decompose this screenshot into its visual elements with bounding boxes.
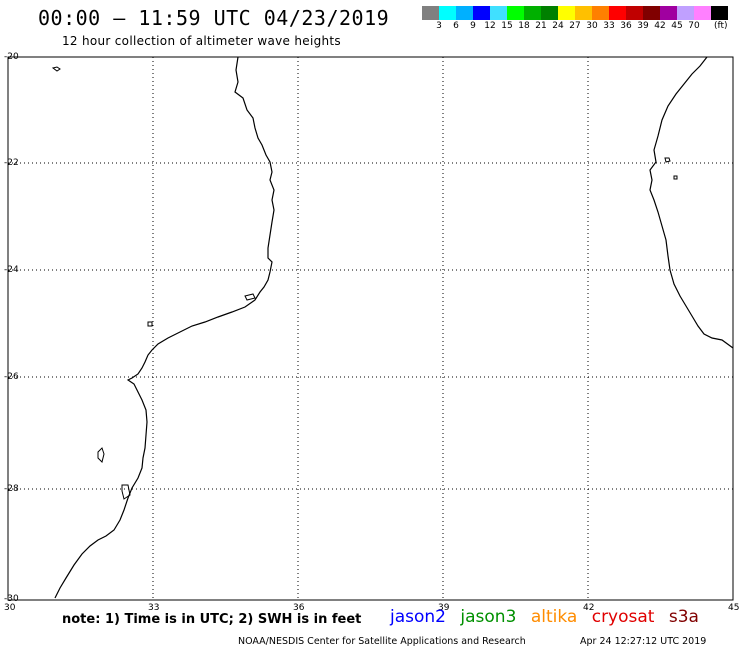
legend-swatch xyxy=(558,6,575,20)
lon-label: 39 xyxy=(438,603,450,613)
legend-tick-label: 42 xyxy=(654,21,666,31)
lon-label: 36 xyxy=(293,603,305,613)
footer-credit: NOAA/NESDIS Center for Satellite Applica… xyxy=(238,636,526,647)
satellite-label-altika: altika xyxy=(530,607,578,627)
legend-swatch xyxy=(439,6,456,20)
legend-swatch xyxy=(694,6,711,20)
legend-swatch xyxy=(660,6,677,20)
legend-tick-label: 15 xyxy=(501,21,513,31)
map-frame xyxy=(7,56,734,601)
legend-tick-label: 18 xyxy=(518,21,530,31)
legend-swatch xyxy=(524,6,541,20)
lat-label: -24 xyxy=(4,265,19,275)
legend-tick-label: 36 xyxy=(620,21,632,31)
legend-tick-label: 39 xyxy=(637,21,649,31)
legend-swatch xyxy=(456,6,473,20)
legend-tick-label: 33 xyxy=(603,21,615,31)
legend-swatch xyxy=(490,6,507,20)
legend-swatch xyxy=(711,6,728,20)
legend-tick-label: 45 xyxy=(671,21,683,31)
africa-coastline xyxy=(54,56,275,599)
legend-swatch xyxy=(677,6,694,20)
map-title: 00:00 – 11:59 UTC 04/23/2019 xyxy=(38,6,390,30)
lat-label: -22 xyxy=(4,158,19,168)
satellite-label-s3a: s3a xyxy=(668,607,699,627)
satellite-legend: jason2 jason3 altika cryosat s3a xyxy=(390,607,708,627)
lat-label: -28 xyxy=(4,484,19,494)
legend-swatch xyxy=(422,6,439,20)
lat-label: -26 xyxy=(4,372,19,382)
legend-swatch xyxy=(541,6,558,20)
satellite-label-jason3: jason3 xyxy=(460,607,517,627)
legend-swatch xyxy=(507,6,524,20)
legend-tick-label: 12 xyxy=(484,21,496,31)
lon-label: 42 xyxy=(583,603,595,613)
lat-label: -30 xyxy=(4,594,19,604)
satellite-label-jason2: jason2 xyxy=(390,607,446,627)
legend-tick-label: 30 xyxy=(586,21,598,31)
legend-tick-label: 9 xyxy=(470,21,476,31)
lon-label: 33 xyxy=(148,603,160,613)
legend-tick-label: 70 xyxy=(688,21,700,31)
lon-label: 30 xyxy=(4,603,16,613)
legend-tick-label: 24 xyxy=(552,21,564,31)
footer-timestamp: Apr 24 12:27:12 UTC 2019 xyxy=(580,636,707,647)
map-subtitle: 12 hour collection of altimeter wave hei… xyxy=(62,34,341,48)
legend-unit-label: (ft) xyxy=(714,21,728,31)
lat-label: -20 xyxy=(4,52,19,62)
footnote: note: 1) Time is in UTC; 2) SWH is in fe… xyxy=(62,612,362,627)
legend-tick-label: 6 xyxy=(453,21,459,31)
legend-swatch xyxy=(609,6,626,20)
lon-label: 45 xyxy=(728,603,740,613)
legend-tick-label: 3 xyxy=(436,21,442,31)
legend-tick-label: 21 xyxy=(535,21,547,31)
map-gridlines xyxy=(8,57,733,600)
legend-swatch xyxy=(473,6,490,20)
satellite-label-cryosat: cryosat xyxy=(591,607,655,627)
islands xyxy=(51,66,678,500)
legend-tick-label: 27 xyxy=(569,21,581,31)
legend-swatch xyxy=(592,6,609,20)
legend-swatch xyxy=(643,6,660,20)
legend-swatch xyxy=(626,6,643,20)
legend-swatch xyxy=(575,6,592,20)
wave-height-color-legend xyxy=(422,6,728,20)
madagascar-coastline xyxy=(649,56,734,349)
